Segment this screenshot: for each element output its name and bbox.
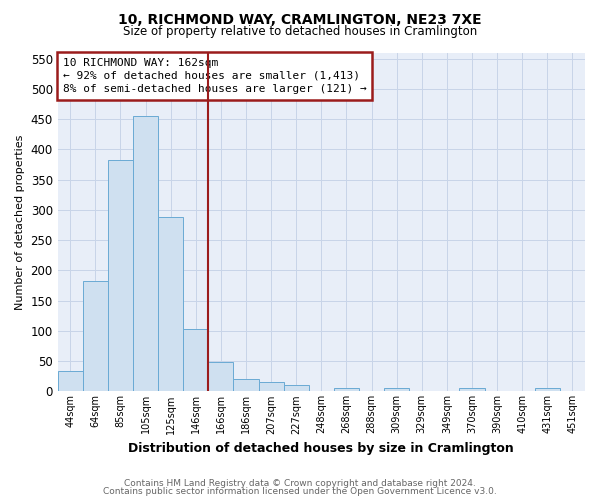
Bar xyxy=(83,280,108,392)
X-axis label: Distribution of detached houses by size in Cramlington: Distribution of detached houses by size … xyxy=(128,442,514,455)
Text: 10 RICHMOND WAY: 162sqm
← 92% of detached houses are smaller (1,413)
8% of semi-: 10 RICHMOND WAY: 162sqm ← 92% of detache… xyxy=(63,58,367,94)
Bar xyxy=(535,388,560,392)
Text: Contains public sector information licensed under the Open Government Licence v3: Contains public sector information licen… xyxy=(103,487,497,496)
Bar xyxy=(384,388,409,392)
Bar xyxy=(334,388,359,392)
Bar xyxy=(133,116,158,392)
Bar xyxy=(233,378,259,392)
Bar xyxy=(58,372,83,392)
Bar xyxy=(284,386,309,392)
Bar xyxy=(158,217,183,392)
Bar xyxy=(183,329,208,392)
Bar xyxy=(259,382,284,392)
Text: 10, RICHMOND WAY, CRAMLINGTON, NE23 7XE: 10, RICHMOND WAY, CRAMLINGTON, NE23 7XE xyxy=(118,12,482,26)
Text: Size of property relative to detached houses in Cramlington: Size of property relative to detached ho… xyxy=(123,25,477,38)
Bar xyxy=(208,362,233,392)
Bar xyxy=(108,160,133,392)
Y-axis label: Number of detached properties: Number of detached properties xyxy=(15,134,25,310)
Text: Contains HM Land Registry data © Crown copyright and database right 2024.: Contains HM Land Registry data © Crown c… xyxy=(124,478,476,488)
Bar xyxy=(460,388,485,392)
